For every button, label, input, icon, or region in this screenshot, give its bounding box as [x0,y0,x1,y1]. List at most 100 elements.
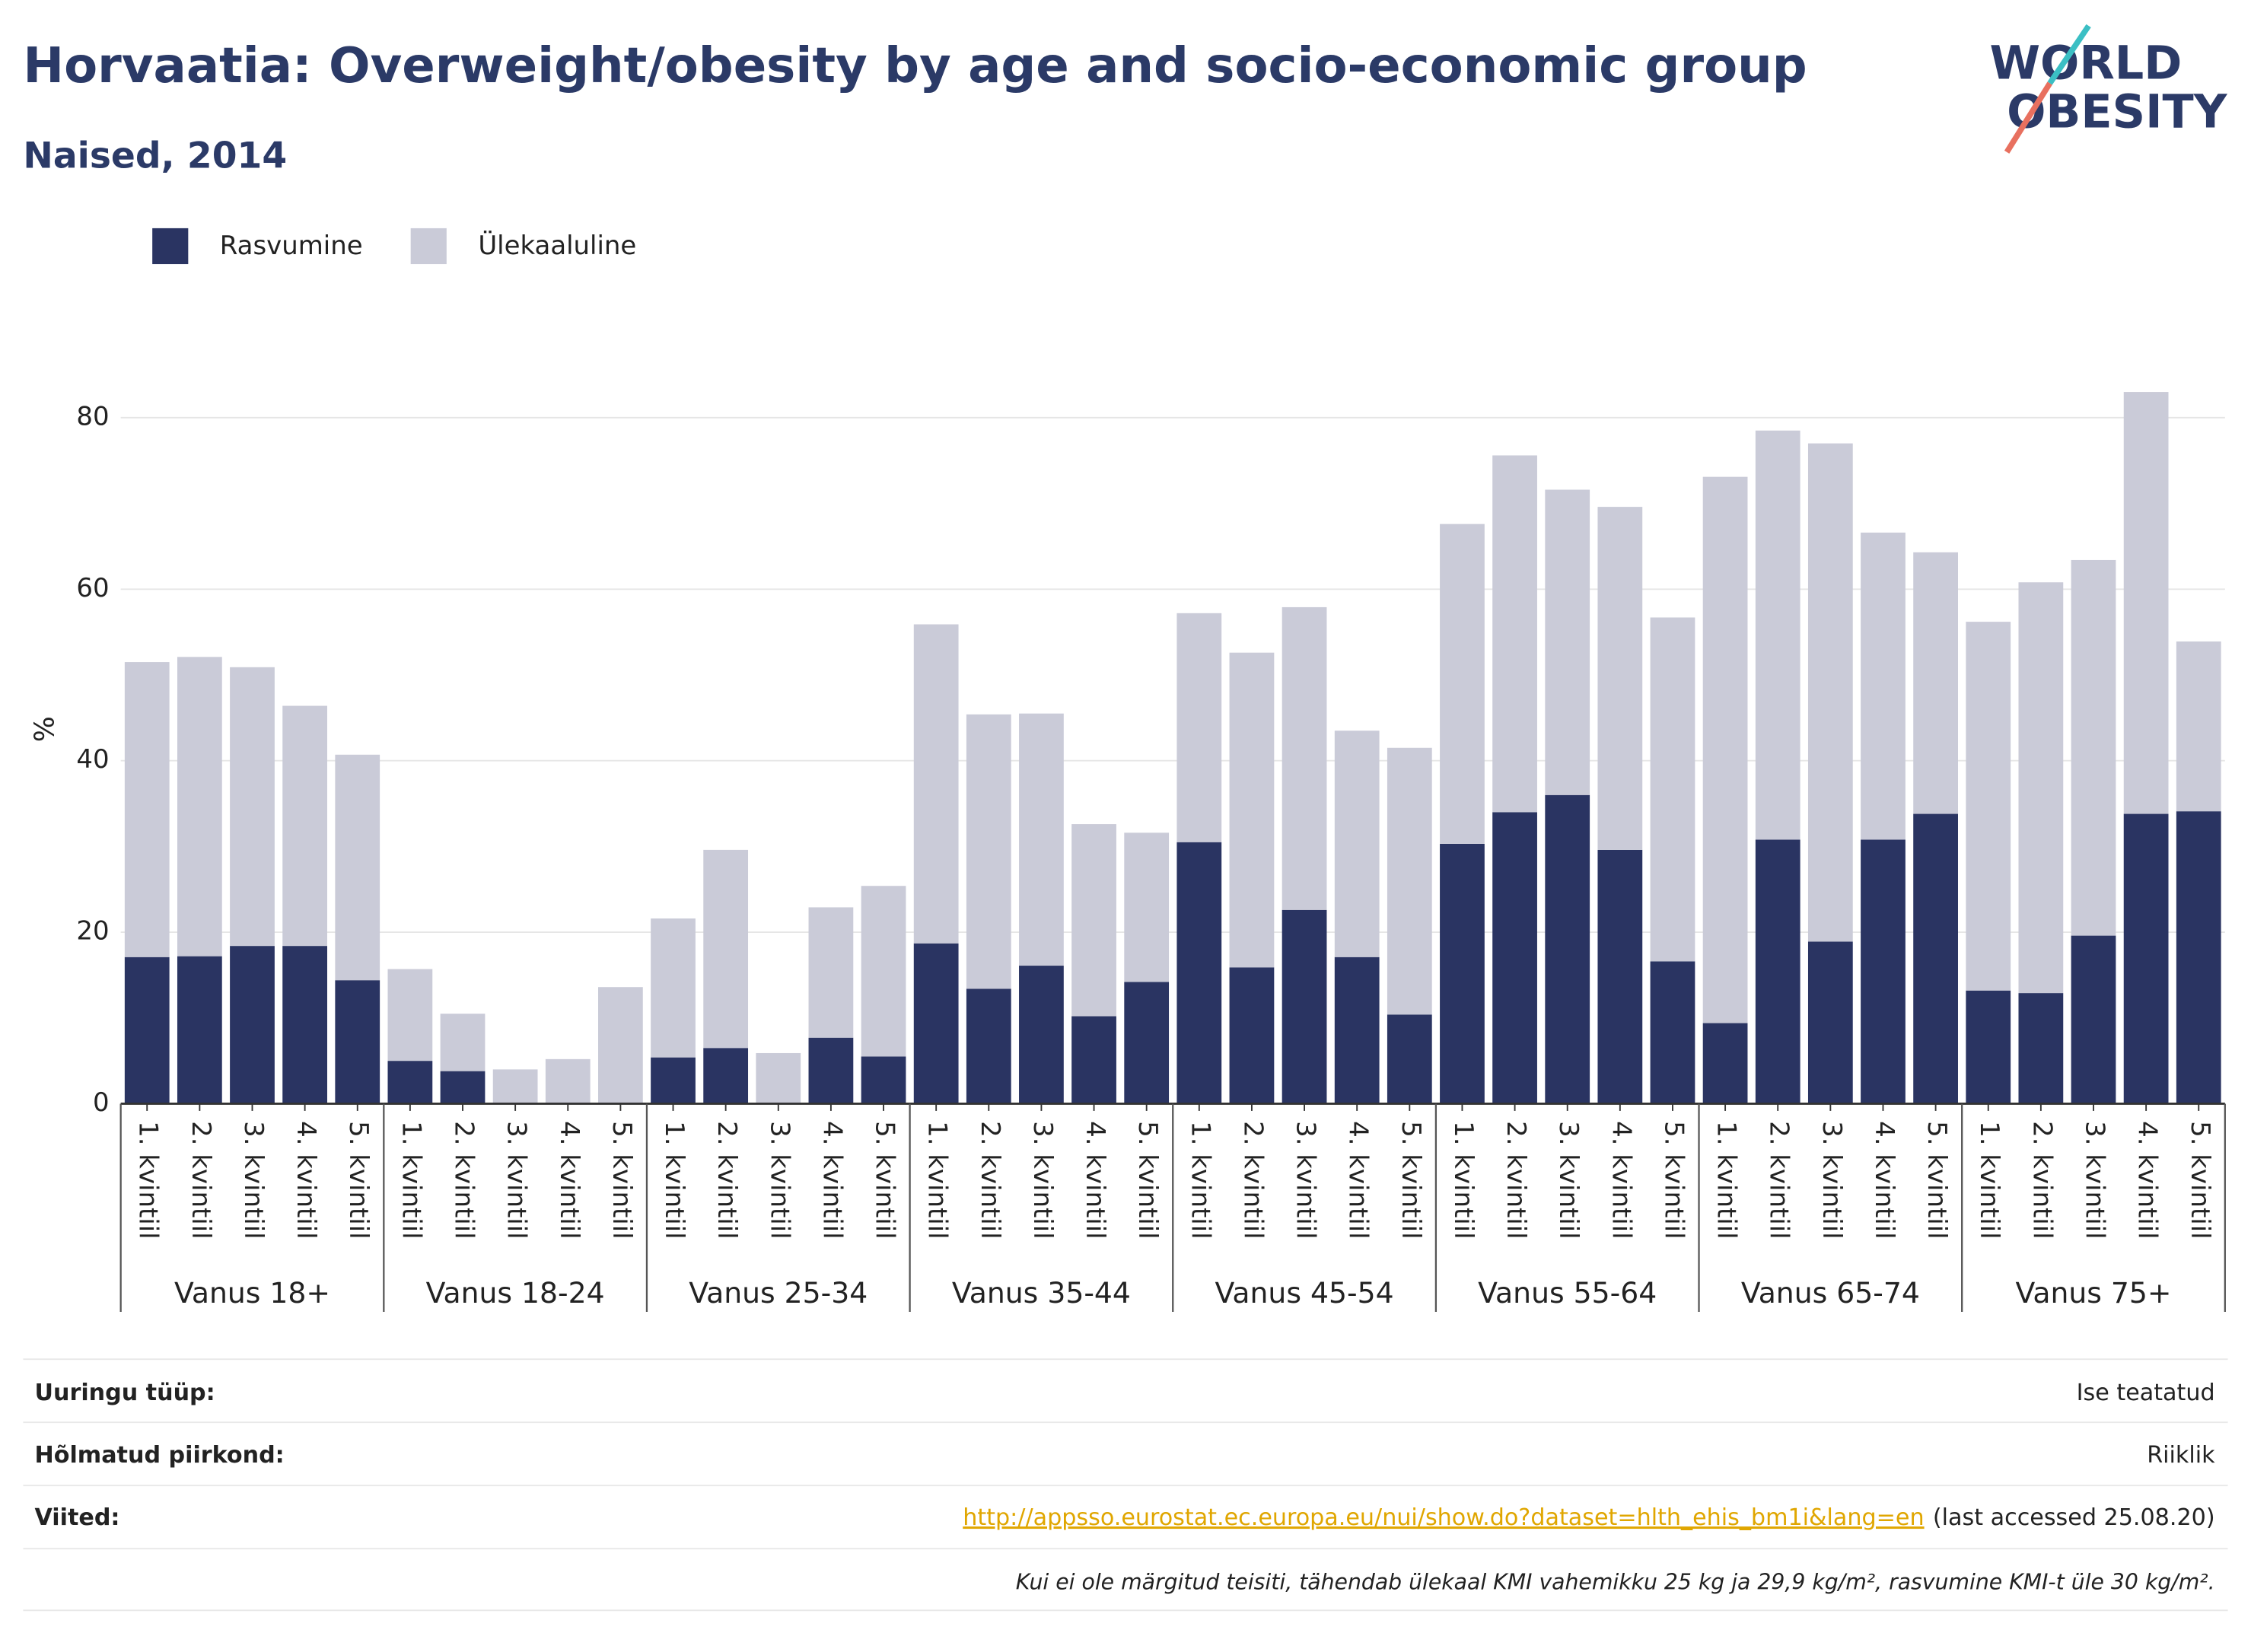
logo-text: OBESITY [2007,85,2228,138]
bar-segment [1597,507,1643,850]
bar-segment [1755,430,1800,840]
bar-segment [861,886,906,1057]
x-tick-label: 3. kvintiil [1816,1121,1847,1239]
reference-link[interactable]: http://appsso.eurostat.ec.europa.eu/nui/… [963,1504,1924,1531]
group-label: Vanus 18+ [174,1276,330,1310]
x-tick-label: 1. kvintiil [396,1121,426,1239]
bar-segment [2176,641,2221,812]
bar-segment [1966,622,2011,991]
footer-label: Viited: [34,1504,119,1531]
bar-segment [492,1069,538,1104]
legend-label: Rasvumine [220,231,363,261]
bar-segment [124,662,170,957]
logo-text: WORLD [1989,37,2182,90]
bar-segment [1071,1016,1116,1104]
x-tick-label: 4. kvintiil [1343,1121,1374,1239]
logo-slash [2047,24,2091,85]
y-tick-label: 80 [76,401,109,431]
bar-segment [1229,652,1275,968]
bar-segment [282,946,328,1104]
bar-segment [756,1052,801,1104]
bar-segment [1440,524,1485,844]
bar-segment [1176,842,1222,1104]
x-tick-label: 3. kvintiil [764,1121,794,1239]
bar-segment [1282,909,1327,1104]
logo-slash [2004,81,2052,154]
bar-segment [1702,476,1748,1023]
bar-segment [1597,849,1643,1104]
bar-segment [966,988,1011,1104]
bar-segment [1650,961,1695,1104]
bar-segment [440,1014,486,1071]
x-tick-label: 2. kvintiil [449,1121,479,1239]
bar-segment [808,1037,854,1104]
bar-segment [966,714,1011,989]
bar-segment [335,754,380,981]
footer-value: Ise teatatud [2077,1380,2215,1406]
bar-segment [651,1057,696,1104]
bar-segment [1650,617,1695,962]
bar-segment [124,957,170,1104]
x-tick-label: 5. kvintiil [343,1121,374,1239]
bar-segment [1019,966,1064,1104]
bar-segment [387,1061,433,1104]
footer-label: Hõlmatud piirkond: [34,1442,284,1469]
x-tick-label: 2. kvintiil [1501,1121,1531,1239]
bar-segment [1282,606,1327,910]
bar-segment [1861,532,1906,840]
bar-segment [2123,392,2169,814]
bar-segment [1440,843,1485,1104]
x-tick-label: 2. kvintiil [975,1121,1005,1239]
y-tick-label: 60 [76,573,109,603]
bar-segment [1966,990,2011,1104]
x-tick-label: 5. kvintiil [1132,1121,1163,1239]
x-tick-label: 3. kvintiil [238,1121,269,1239]
bar-segment [913,624,959,944]
bar-segment [651,918,696,1058]
x-tick-label: 1. kvintiil [1974,1121,2004,1239]
y-axis-label: % [30,716,61,742]
bar-segment [913,943,959,1104]
y-tick-label: 0 [93,1087,110,1118]
legend-label: Ülekaaluline [478,230,636,261]
bar-segment [1807,941,1853,1104]
bar-segment [1334,731,1380,957]
group-label: Vanus 55-64 [1478,1276,1657,1310]
bar-segment [1861,839,1906,1104]
bar-segment [1387,747,1432,1015]
x-tick-label: 3. kvintiil [1291,1121,1321,1239]
x-tick-label: 4. kvintiil [554,1121,584,1239]
bar-segment [335,980,380,1104]
x-tick-label: 5. kvintiil [1396,1121,1426,1239]
bar-segment [1229,967,1275,1104]
bar-segment [703,849,749,1049]
y-tick-label: 20 [76,916,109,947]
bar-segment [1492,812,1537,1104]
bar-segment [1124,982,1170,1104]
bar-segment [703,1048,749,1104]
x-tick-label: 1. kvintiil [922,1121,953,1239]
group-label: Vanus 45-54 [1215,1276,1394,1310]
accessed-note: (last accessed 25.08.20) [1933,1504,2215,1531]
chart-title: Horvaatia: Overweight/obesity by age and… [23,37,1807,94]
bar-segment [1913,552,1958,814]
x-tick-label: 3. kvintiil [1027,1121,1058,1239]
bar-segment [1545,489,1590,795]
x-tick-label: 1. kvintiil [659,1121,689,1239]
bar-segment [1755,839,1800,1104]
bar-segment [1913,813,1958,1104]
bar-segment [2123,813,2169,1104]
x-tick-label: 1. kvintiil [1448,1121,1479,1239]
bar-segment [1545,794,1590,1104]
x-tick-label: 5. kvintiil [870,1121,900,1239]
bar-segment [1019,713,1064,966]
x-tick-label: 4. kvintiil [1869,1121,1899,1239]
legend-swatch [152,228,189,265]
x-tick-label: 2. kvintiil [2027,1121,2057,1239]
x-tick-label: 2. kvintiil [712,1121,742,1239]
bar-segment [2176,811,2221,1104]
bar-segment [1334,957,1380,1104]
bar-segment [1071,824,1116,1017]
bar-segment [1124,832,1170,982]
bar-segment [230,667,275,947]
